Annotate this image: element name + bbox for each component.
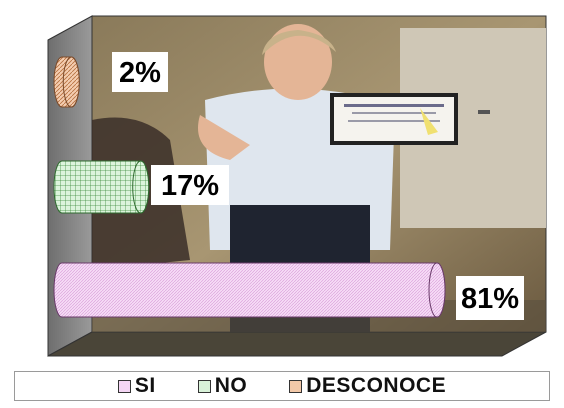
chart-floor <box>47 331 547 357</box>
data-label-no: 17% <box>151 165 229 205</box>
data-label-si: 81% <box>456 276 524 320</box>
bar-si <box>53 262 446 318</box>
data-label-text-no: 17% <box>161 170 219 202</box>
bar-body-si <box>53 262 446 318</box>
bar-cap-desconoce <box>62 56 80 108</box>
legend-item-no: NO <box>197 374 248 398</box>
legend-label-desconoce: DESCONOCE <box>306 374 447 397</box>
data-label-box-desconoce <box>112 52 168 92</box>
certificate-icon <box>330 93 458 145</box>
data-labels-group: 81% 17% 2% <box>112 52 524 320</box>
bar-no <box>53 160 150 214</box>
data-label-box-si <box>456 276 524 320</box>
legend-item-desconoce: DESCONOCE <box>289 374 446 398</box>
chart-legend: SI NO DESCONOCE <box>14 371 550 401</box>
legend-label-no: NO <box>214 374 248 397</box>
bar-chart: 81% 17% 2% <box>47 15 547 357</box>
data-label-desconoce: 2% <box>112 52 168 92</box>
bar-cap-no <box>132 160 150 214</box>
bar-cap-si <box>428 262 446 318</box>
bars-group <box>53 56 446 318</box>
legend-label-si: SI <box>134 374 156 397</box>
legend-item-si: SI <box>117 374 156 398</box>
legend-swatch-desconoce <box>289 379 303 393</box>
data-label-text-desconoce: 2% <box>119 57 161 89</box>
bar-desconoce <box>53 56 80 108</box>
legend-swatch-no <box>197 379 211 393</box>
data-label-box-no <box>151 165 229 205</box>
data-label-text-si: 81% <box>461 283 519 315</box>
legend-swatch-si <box>117 379 131 393</box>
